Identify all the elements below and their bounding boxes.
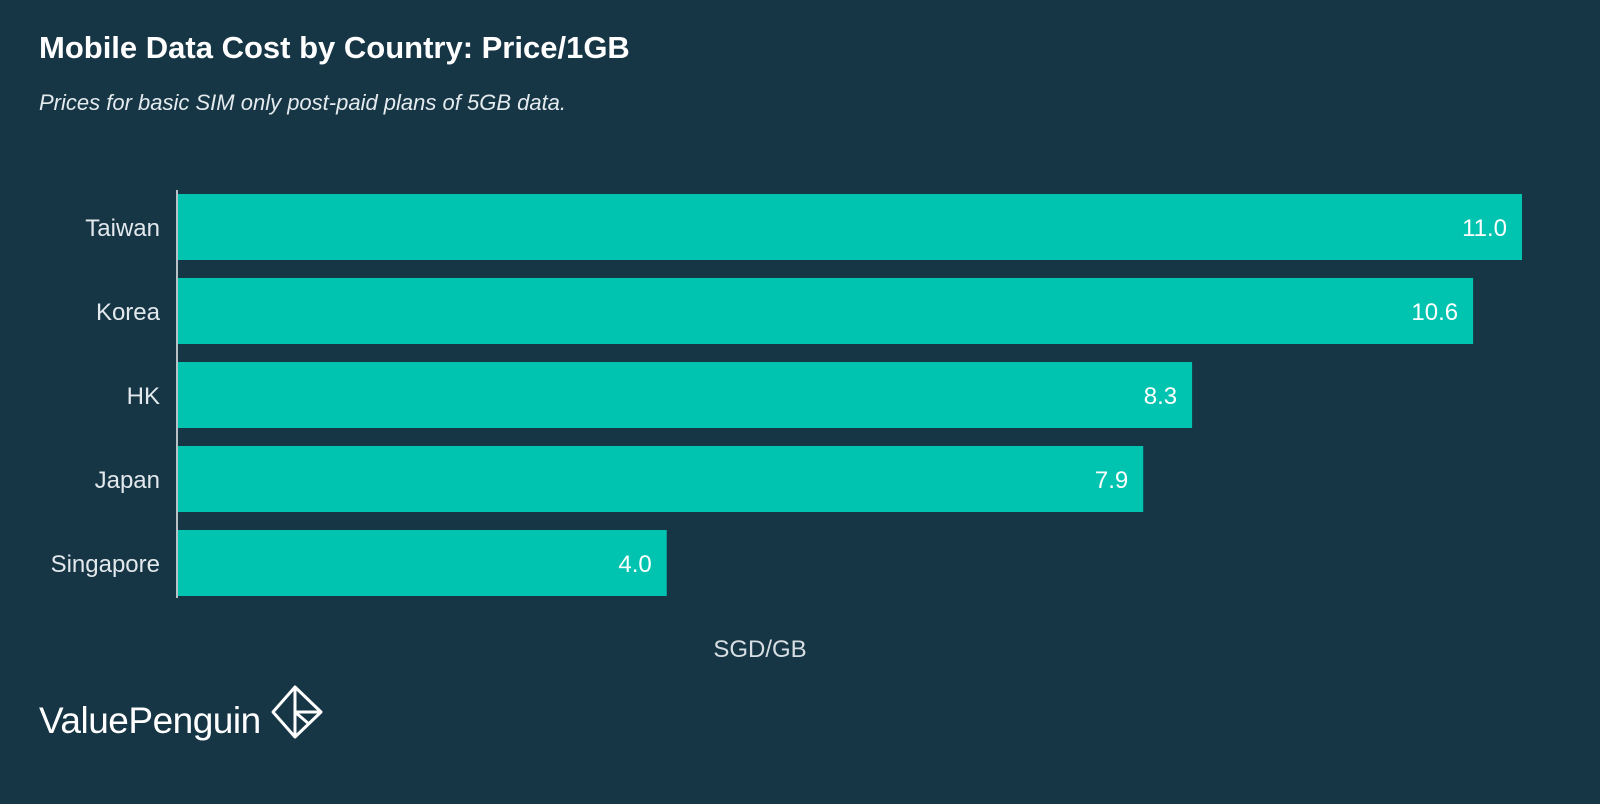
category-labels: Taiwan Korea HK Japan Singapore [51,215,161,578]
category-label-hk: HK [127,383,160,410]
value-label-japan: 7.9 [1095,467,1128,494]
valuepenguin-logo-icon [271,685,323,739]
category-label-singapore: Singapore [51,551,160,578]
bar-singapore [178,530,667,596]
category-label-japan: Japan [95,467,160,494]
bar-japan [178,446,1144,512]
value-labels: 11.0 10.6 8.3 7.9 4.0 [618,215,1507,578]
bars-group [178,194,1522,596]
chart-subtitle: Prices for basic SIM only post-paid plan… [39,90,567,115]
value-label-korea: 10.6 [1411,299,1458,326]
brand-name: ValuePenguin [39,700,261,741]
value-label-taiwan: 11.0 [1462,215,1507,242]
value-label-hk: 8.3 [1144,383,1177,410]
value-label-singapore: 4.0 [618,551,651,578]
category-label-korea: Korea [96,299,161,326]
chart-title: Mobile Data Cost by Country: Price/1GB [39,30,630,65]
x-axis-label: SGD/GB [713,636,806,663]
brand-logo: ValuePenguin [39,685,325,742]
bar-hk [178,362,1193,428]
category-label-taiwan: Taiwan [85,215,160,242]
bar-korea [178,278,1474,344]
bar-taiwan [178,194,1522,260]
